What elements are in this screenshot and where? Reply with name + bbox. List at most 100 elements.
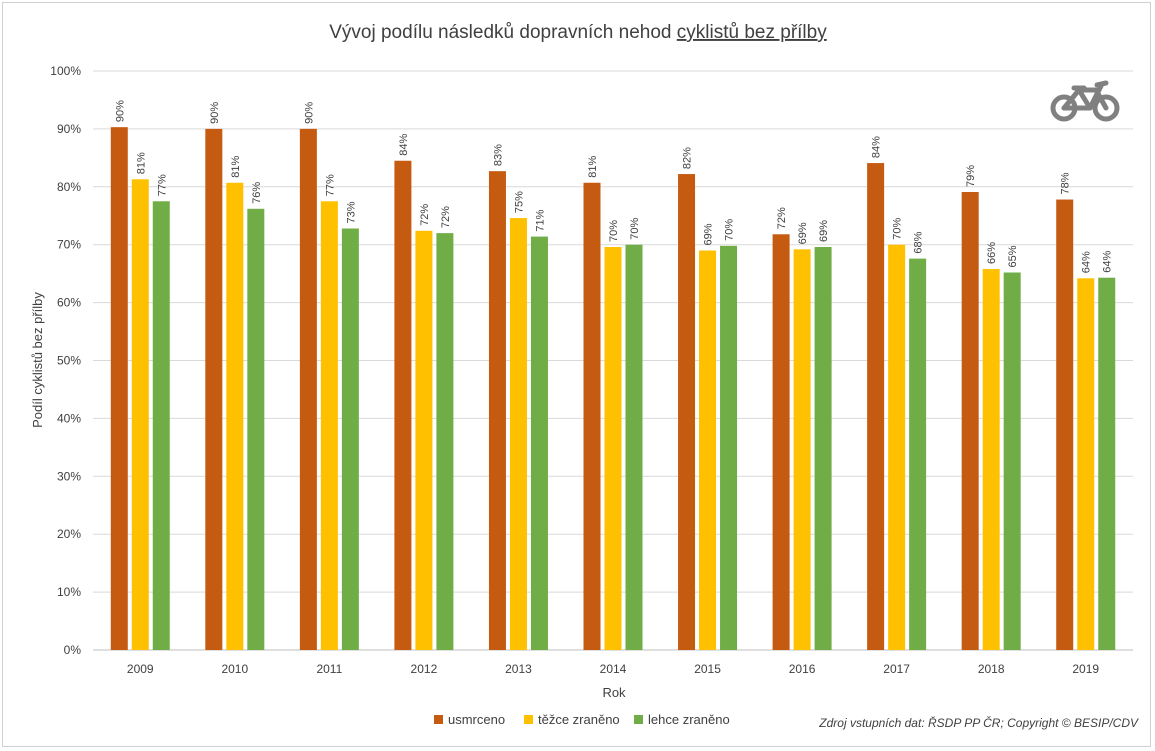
y-tick-label: 40% [57,411,81,425]
y-tick-label: 50% [57,354,81,368]
y-tick-label: 80% [57,180,81,194]
bar [341,228,359,650]
gridlines [93,70,1133,651]
y-tick-label: 100% [50,64,81,78]
bar [226,182,244,650]
y-tick-label: 30% [57,469,81,483]
legend-label: těžce zraněno [538,712,620,727]
data-label: 65% [1007,245,1019,267]
x-tick-label: 2015 [694,662,721,676]
data-label: 70% [629,217,641,239]
x-tick-label: 2016 [789,662,816,676]
data-label: 81% [135,152,147,174]
x-tick-label: 2009 [127,662,154,676]
data-label: 90% [114,100,126,122]
data-label: 77% [156,174,168,196]
data-label: 64% [1081,251,1093,273]
bar [982,269,1000,650]
data-label: 84% [398,134,410,156]
data-label: 73% [345,201,357,223]
x-tick-label: 2010 [221,662,248,676]
y-tick-label: 60% [57,296,81,310]
data-labels: 90% 81% 77% 90% 81% 76% 90% 77% 73% 84% 72% 72% 83% 7… [114,100,1113,273]
chart-title-part-2: cyklistů bez přílby [677,22,827,43]
legend-swatch [434,715,443,724]
bar [1056,199,1074,650]
bar [772,234,790,650]
data-label: 69% [797,222,809,244]
y-tick-label: 10% [57,585,81,599]
y-tick-label: 90% [57,122,81,136]
data-label: 77% [324,174,336,196]
y-axis-ticks: 0% 10% 20% 30% 40% 50% 60% 70% 80% 90% 100% [50,64,81,657]
bar [909,258,927,650]
bar [509,218,527,651]
bar [131,179,149,650]
x-tick-label: 2018 [978,662,1005,676]
data-label: 64% [1102,250,1114,272]
data-label: 84% [871,136,883,158]
data-label: 83% [492,144,504,166]
data-label: 68% [913,231,925,253]
bar [1003,272,1021,650]
data-label: 70% [608,220,620,242]
data-label: 79% [965,165,977,187]
x-tick-label: 2014 [600,662,627,676]
data-label: 90% [303,102,315,124]
data-label: 78% [1060,172,1072,194]
data-label: 90% [209,102,221,124]
bar [299,128,317,650]
bar [436,233,454,650]
source-note: Zdroj vstupních dat: ŘSDP PP ČR; Copyrig… [818,715,1139,730]
y-tick-label: 0% [64,643,82,657]
bar [625,244,643,650]
bar [583,182,601,650]
bar [1077,278,1095,650]
bar [110,127,128,650]
data-label: 69% [818,220,830,242]
data-label: 66% [986,242,998,264]
bar [888,244,906,650]
x-tick-label: 2012 [411,662,438,676]
bar [867,163,885,650]
x-tick-label: 2019 [1072,662,1099,676]
legend-label: lehce zraněno [648,712,730,727]
bar [488,171,506,651]
legend-swatch [524,715,533,724]
legend: usmrceno těžce zraněno lehce zraněno [434,712,730,727]
bar [699,250,717,651]
x-axis-label: Rok [602,685,626,700]
data-label: 70% [724,219,736,241]
legend-label: usmrceno [448,712,505,727]
data-label: 69% [703,223,715,245]
data-label: 72% [440,206,452,228]
data-label: 72% [419,204,431,226]
y-tick-label: 70% [57,238,81,252]
data-label: 76% [251,182,263,204]
bar [394,160,412,650]
data-label: 75% [513,191,525,213]
x-tick-label: 2017 [883,662,910,676]
y-axis-label: Podíl cyklistů bez přílby [30,292,45,428]
bar [205,128,223,650]
data-label: 82% [682,147,694,169]
legend-swatch [634,715,643,724]
bar [793,249,811,650]
bar [604,247,622,651]
bar [720,245,738,650]
y-tick-label: 20% [57,527,81,541]
data-label: 72% [776,207,788,229]
data-label: 71% [534,209,546,231]
x-tick-label: 2013 [505,662,532,676]
bar [530,236,548,650]
bar [814,247,832,651]
bar [961,192,979,651]
bar [247,208,265,650]
bar [678,174,696,650]
data-label: 70% [892,217,904,239]
bar [415,230,433,650]
chart-title: Vývoj podílu následků dopravních nehod c… [329,22,827,43]
bars [110,127,1116,651]
